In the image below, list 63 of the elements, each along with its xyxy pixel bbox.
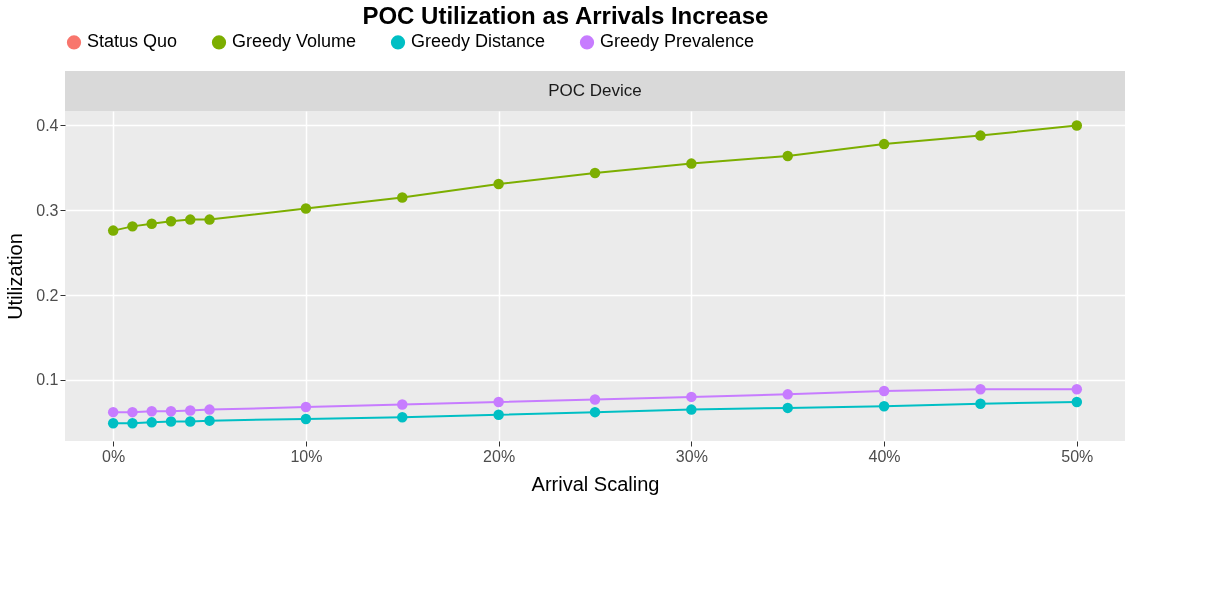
point — [107, 406, 119, 418]
chart-title: POC Utilization as Arrivals Increase — [362, 2, 769, 29]
legend-label: Status Quo — [87, 31, 178, 52]
x-tick-label: 50% — [1061, 447, 1094, 465]
y-tick-label: 0.2 — [36, 286, 59, 304]
point — [300, 401, 312, 413]
point — [1071, 396, 1083, 408]
point — [185, 416, 196, 427]
y-tick-label: 0.4 — [36, 116, 59, 134]
point — [127, 221, 138, 232]
point — [782, 150, 793, 162]
point — [127, 406, 138, 418]
point — [589, 394, 601, 405]
point — [493, 178, 504, 190]
point — [127, 417, 138, 429]
point — [782, 389, 793, 400]
point — [165, 216, 177, 227]
point — [146, 406, 157, 417]
point — [165, 416, 177, 427]
point — [493, 409, 504, 420]
x-tick-label: 40% — [868, 447, 901, 465]
x-tick-label: 0% — [102, 447, 126, 465]
point — [975, 130, 986, 141]
y-tick-label: 0.3 — [36, 201, 59, 219]
point — [589, 406, 601, 418]
point — [165, 406, 177, 417]
point — [589, 167, 601, 179]
x-axis-title: Arrival Scaling — [531, 472, 660, 495]
point — [397, 412, 408, 423]
point — [1071, 120, 1083, 131]
point — [975, 398, 986, 409]
x-tick-label: 30% — [675, 447, 708, 465]
point — [204, 415, 215, 426]
legend-label: Greedy Volume — [232, 31, 357, 52]
point — [146, 218, 157, 230]
point — [975, 384, 986, 395]
point — [878, 400, 890, 412]
point — [782, 402, 793, 414]
point — [146, 417, 157, 428]
point — [493, 396, 504, 408]
point — [686, 404, 697, 415]
legend-label: Greedy Prevalence — [600, 31, 755, 52]
point — [107, 225, 119, 236]
chart-subtitle: POC Device — [548, 81, 642, 100]
point — [878, 385, 890, 397]
point — [397, 399, 408, 410]
point — [204, 404, 215, 415]
point — [397, 192, 408, 203]
x-tick-label: 10% — [290, 447, 323, 465]
point — [300, 413, 312, 425]
point — [878, 138, 890, 150]
point — [300, 203, 312, 214]
point — [1071, 384, 1083, 395]
point — [185, 405, 196, 416]
point — [686, 158, 697, 169]
point — [686, 391, 697, 403]
point — [107, 417, 119, 429]
point — [204, 214, 215, 225]
x-tick-label: 20% — [483, 447, 516, 465]
y-axis-title: Utilization — [4, 233, 27, 320]
y-tick-label: 0.1 — [36, 371, 59, 389]
point — [185, 214, 196, 225]
legend-label: Greedy Distance — [411, 31, 546, 52]
